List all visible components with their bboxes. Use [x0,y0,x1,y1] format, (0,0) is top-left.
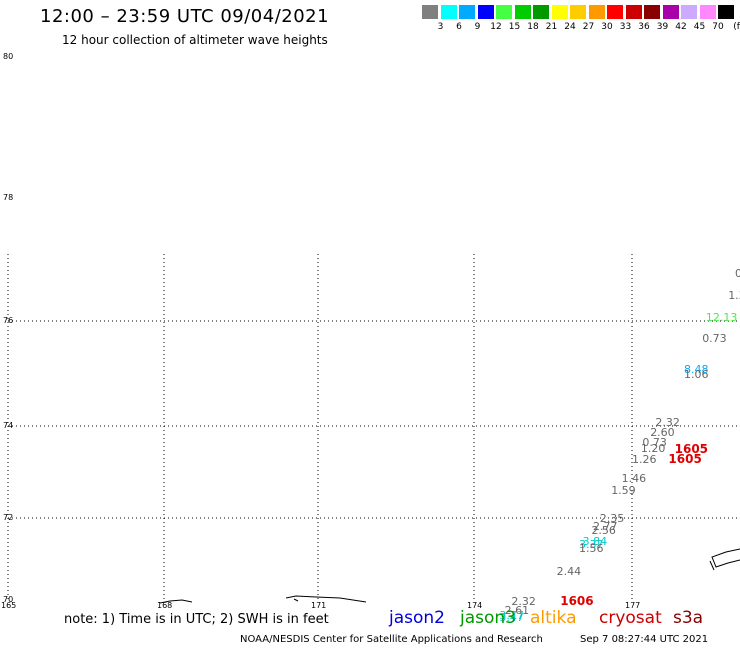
coastlines [159,548,740,604]
wave-height-value: 1.06 [684,367,709,381]
color-swatch [440,5,458,19]
satellite-cryosat: cryosat [599,608,662,628]
wave-height-value: 1.26 [632,453,657,467]
wave-height-value: 1606 [560,593,594,608]
color-scale-label: 45 [693,22,706,32]
color-swatch [625,5,643,19]
latitude-label: 76 [3,316,14,325]
color-scale-label: 12 [490,22,502,32]
color-scale-label: 30 [601,22,613,32]
map-title: 12:00 – 23:59 UTC 09/04/2021 [40,6,330,27]
coastline-bottom-left [159,599,193,604]
wave-height-value: 0.73 [642,435,667,449]
satellite-jason3: jason3 [460,608,516,628]
coastline-bottom-center [285,595,367,603]
color-scale-label: 3 [437,22,444,32]
wave-height-value: 2.35 [599,512,625,525]
longitude-label: 177 [625,601,641,610]
wave-height-value: 2.44 [556,565,582,579]
wave-height-value: 1.46 [621,471,647,485]
color-swatch [551,5,569,19]
color-swatch [588,5,606,19]
coastline-bottom-mark [293,598,299,602]
color-scale-unit: (ft) [733,22,740,32]
longitude-label: 165 [1,601,17,610]
wave-height-value: 2.32 [511,594,536,608]
latitude-label: 80 [3,52,14,61]
color-scale-label: 70 [712,22,724,32]
latitude-label: 70 [3,595,14,604]
wave-height-value: 1.35 [728,289,740,303]
color-swatch [681,5,698,19]
color-scale-label: 33 [619,22,632,32]
color-swatch [422,5,439,19]
satellite-jason2: jason2 [389,608,445,628]
wave-height-value: 0. [734,267,740,281]
color-swatch [570,5,587,19]
longitude-label: 171 [311,601,327,610]
wave-height-value: 3.77 [499,608,524,622]
color-swatch [662,5,680,19]
map-subtitle: 12 hour collection of altimeter wave hei… [62,33,328,47]
coastline-alaska-east [711,548,740,568]
color-swatch [477,5,495,19]
color-scale-label: 39 [656,22,669,32]
wave-height-value: 12.13 [705,310,738,324]
wave-height-value: 8.48 [684,363,709,377]
wave-height-value: 1.59 [611,484,636,498]
wave-height-value: 2.56 [591,524,616,538]
color-scale-label: 36 [638,22,650,32]
color-scale-label: 24 [564,22,576,32]
footer-note: note: 1) Time is in UTC; 2) SWH is in fe… [64,612,329,627]
wave-height-value: 1605 [668,452,702,467]
satellite-s3a: s3a [673,608,704,628]
wave-height-value: 3.47 [499,611,524,625]
color-scale-label: 27 [582,22,595,32]
wave-height-value: 1.56 [578,541,604,555]
color-scale-label: 6 [456,22,462,32]
color-scale-label: 15 [508,22,521,32]
color-scale-label: 9 [474,22,481,32]
color-scale-label: 42 [675,22,687,32]
color-scale-label: 18 [527,22,539,32]
color-scale-label: 21 [545,22,558,32]
color-swatch [718,5,735,19]
color-swatch [699,5,717,19]
color-swatch [607,5,624,19]
wave-height-value: 2.61 [504,604,530,618]
color-swatch [496,5,513,19]
color-swatch [514,5,532,19]
wave-height-value: 1605 [674,442,709,456]
satellite-altika: altika [530,608,577,628]
color-swatch [533,5,550,19]
lat-lon-grid [7,254,740,600]
wave-height-value: 2.32 [655,415,680,429]
wave-height-value: 3.37 [578,538,604,552]
credit-line: NOAA/NESDIS Center for Satellite Applica… [240,634,543,645]
latitude-label: 78 [3,193,14,202]
wave-height-value: 3.84 [582,534,608,548]
wave-height-value: 0.73 [702,331,727,345]
longitude-label: 174 [467,601,483,610]
wave-height-value: 2.77 [593,520,618,534]
coastline-alaska-south [709,560,715,571]
latitude-label: 72 [3,513,14,522]
wave-height-value: 2.60 [650,425,675,439]
color-swatch [644,5,661,19]
longitude-label: 168 [157,601,173,610]
generation-timestamp: Sep 7 08:27:44 UTC 2021 [580,634,709,645]
latitude-label: 74 [3,421,14,430]
wave-height-value: 1.20 [640,442,666,456]
color-swatch [459,5,476,19]
